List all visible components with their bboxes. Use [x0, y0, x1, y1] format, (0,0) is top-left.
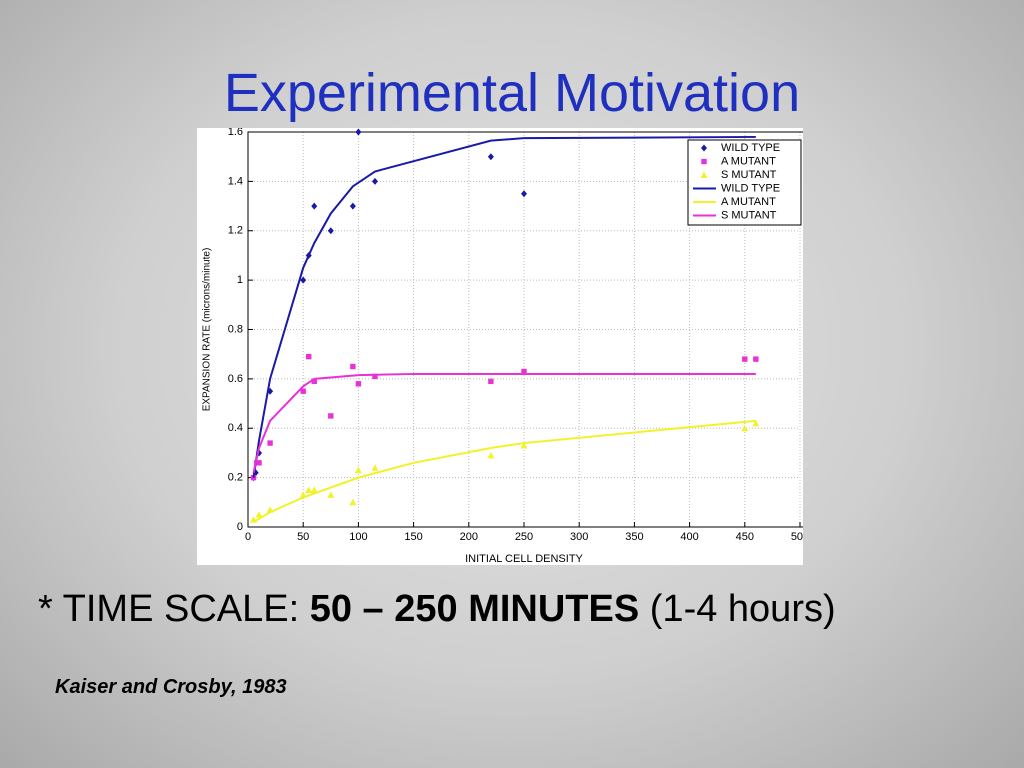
- point: [349, 202, 356, 210]
- legend-swatch: [701, 144, 707, 152]
- point: [753, 356, 759, 362]
- point: [354, 466, 362, 474]
- y-tick-label: 1.6: [228, 128, 243, 138]
- x-tick-label: 100: [349, 531, 367, 543]
- note: * TIME SCALE: 50 – 250 MINUTES (1-4 hour…: [38, 588, 836, 631]
- x-tick-label: 0: [245, 531, 251, 543]
- chart: 0 0.2 0.4 0.6 0.8 1 1.2 1.4 1.6 0 50 100 150 200 250 30…: [197, 128, 803, 565]
- x-tick-label: 300: [570, 531, 588, 543]
- point: [350, 363, 356, 370]
- legend-label: A MUTANT: [721, 155, 776, 167]
- point: [355, 128, 362, 136]
- x-tick-label: 500: [791, 531, 803, 543]
- point: [255, 511, 263, 518]
- series-line: [252, 135, 756, 478]
- point: [310, 486, 318, 493]
- note-bold: 50 – 250 MINUTES: [309, 588, 640, 630]
- y-tick-label: 1.2: [228, 225, 243, 237]
- point: [306, 353, 312, 360]
- series-line: [252, 372, 756, 473]
- point: [520, 442, 528, 449]
- point: [311, 378, 317, 385]
- y-tick-label: 1: [237, 274, 243, 286]
- point: [487, 153, 494, 161]
- point: [521, 190, 527, 198]
- slide-title: Experimental Motivation: [223, 63, 801, 123]
- point: [742, 356, 748, 362]
- x-tick-label: 50: [297, 531, 309, 543]
- point: [327, 227, 334, 235]
- legend-label: WILD TYPE: [721, 182, 780, 194]
- point: [741, 424, 749, 432]
- y-tick-label: 0.6: [228, 373, 243, 385]
- y-tick-label: 0.2: [228, 472, 243, 484]
- x-tick-label: 150: [404, 531, 422, 543]
- point: [256, 460, 262, 466]
- point: [300, 388, 306, 394]
- legend-box: [687, 139, 802, 226]
- y-tick-label: 0.4: [228, 422, 243, 434]
- point: [300, 276, 307, 284]
- point: [488, 378, 494, 385]
- legend-label: S MUTANT: [721, 169, 777, 181]
- legend-swatch: [701, 158, 707, 165]
- point: [328, 413, 334, 419]
- y-tick-label: 0.8: [228, 323, 243, 335]
- series-line: [253, 419, 756, 523]
- x-tick-label: 350: [625, 531, 643, 543]
- y-tick-label: 1.4: [228, 175, 243, 187]
- point: [487, 451, 495, 459]
- point: [371, 464, 379, 471]
- point: [311, 202, 318, 210]
- citation: Kaiser and Crosby, 1983: [55, 676, 287, 698]
- point: [267, 440, 273, 446]
- y-tick-label: 0: [237, 521, 243, 533]
- point: [349, 498, 357, 506]
- point: [355, 381, 362, 387]
- point: [327, 491, 335, 498]
- note-suffix: (1-4 hours): [649, 588, 836, 630]
- x-axis-label: INITIAL CELL DENSITY: [465, 553, 583, 565]
- point: [521, 368, 527, 375]
- x-tick-label: 400: [680, 531, 698, 543]
- point: [305, 486, 313, 493]
- legend-label: A MUTANT: [721, 196, 776, 208]
- x-tick-label: 250: [515, 531, 533, 543]
- x-tick-label: 450: [736, 531, 754, 543]
- point: [252, 469, 259, 477]
- legend-label: WILD TYPE: [721, 142, 780, 154]
- legend-label: S MUTANT: [721, 209, 777, 221]
- point: [372, 373, 378, 380]
- legend-swatch: [700, 171, 708, 178]
- y-axis-label: EXPANSION RATE (microns/minute): [202, 248, 213, 412]
- plot-frame: [247, 131, 803, 528]
- point: [371, 177, 378, 185]
- x-tick-label: 200: [460, 531, 478, 543]
- note-prefix: * TIME SCALE:: [38, 588, 300, 630]
- point: [752, 419, 760, 427]
